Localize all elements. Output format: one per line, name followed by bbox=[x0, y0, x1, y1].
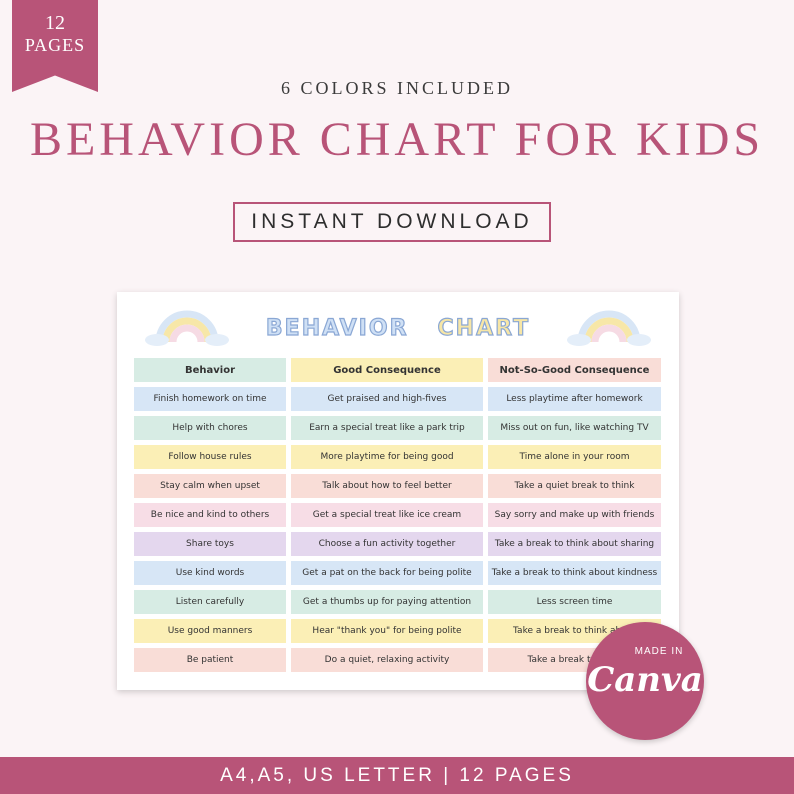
header-not-so-good-consequence: Not-So-Good Consequence bbox=[488, 358, 661, 382]
table-cell: Take a break to think about sharing bbox=[488, 532, 661, 556]
behavior-chart-title: BEHAVIOR CHART bbox=[117, 315, 679, 341]
behavior-table: Behavior Good Consequence Not-So-Good Co… bbox=[134, 358, 661, 672]
rainbow-icon-right bbox=[567, 310, 651, 346]
table-cell: Talk about how to feel better bbox=[291, 474, 483, 498]
chart-title-part2: CHART bbox=[437, 315, 531, 341]
table-cell: Be patient bbox=[134, 648, 286, 672]
table-cell: Get a thumbs up for paying attention bbox=[291, 590, 483, 614]
table-cell: Finish homework on time bbox=[134, 387, 286, 411]
sizes-footer-banner: A4,A5, US LETTER | 12 PAGES bbox=[0, 757, 794, 794]
table-cell: Use good manners bbox=[134, 619, 286, 643]
chart-preview-sheet: BEHAVIOR CHART Behavior Good Consequence… bbox=[117, 292, 679, 690]
header-behavior: Behavior bbox=[134, 358, 286, 382]
table-cell: Get praised and high-fives bbox=[291, 387, 483, 411]
table-cell: Help with chores bbox=[134, 416, 286, 440]
table-cell: Follow house rules bbox=[134, 445, 286, 469]
made-in-canva-badge: MADE IN Canva bbox=[586, 622, 704, 740]
table-cell: Get a special treat like ice cream bbox=[291, 503, 483, 527]
header-good-consequence: Good Consequence bbox=[291, 358, 483, 382]
table-cell: Earn a special treat like a park trip bbox=[291, 416, 483, 440]
table-cell: More playtime for being good bbox=[291, 445, 483, 469]
table-cell: Choose a fun activity together bbox=[291, 532, 483, 556]
rainbow-icon-left bbox=[145, 310, 229, 346]
table-cell: Take a break to think about kindness bbox=[488, 561, 661, 585]
table-cell: Use kind words bbox=[134, 561, 286, 585]
instant-download-label: INSTANT DOWNLOAD bbox=[233, 202, 551, 242]
table-cell: Hear "thank you" for being polite bbox=[291, 619, 483, 643]
table-cell: Time alone in your room bbox=[488, 445, 661, 469]
ribbon-word: PAGES bbox=[24, 35, 86, 55]
table-cell: Miss out on fun, like watching TV bbox=[488, 416, 661, 440]
table-cell: Get a pat on the back for being polite bbox=[291, 561, 483, 585]
ribbon-count: 12 bbox=[45, 12, 65, 34]
table-cell: Do a quiet, relaxing activity bbox=[291, 648, 483, 672]
chart-title-part1: BEHAVIOR bbox=[265, 315, 409, 341]
table-cell: Share toys bbox=[134, 532, 286, 556]
table-cell: Less playtime after homework bbox=[488, 387, 661, 411]
badge-made-in: MADE IN bbox=[634, 646, 684, 657]
table-cell: Stay calm when upset bbox=[134, 474, 286, 498]
table-cell: Take a quiet break to think bbox=[488, 474, 661, 498]
table-cell: Listen carefully bbox=[134, 590, 286, 614]
table-cell: Less screen time bbox=[488, 590, 661, 614]
table-cell: Say sorry and make up with friends bbox=[488, 503, 661, 527]
page-title: BEHAVIOR CHART FOR KIDS bbox=[29, 113, 765, 166]
canva-logo: Canva bbox=[587, 660, 703, 700]
chart-title-gap bbox=[418, 316, 428, 341]
subtitle: 6 COLORS INCLUDED bbox=[280, 78, 513, 98]
table-cell: Be nice and kind to others bbox=[134, 503, 286, 527]
